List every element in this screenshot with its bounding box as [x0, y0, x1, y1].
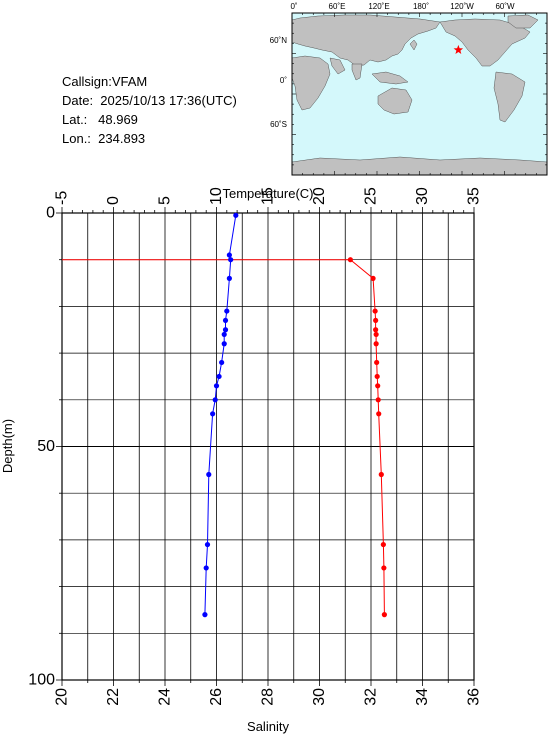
salinity-point — [213, 383, 220, 389]
temperature-point — [375, 383, 381, 389]
longitude-label: Lon.: — [62, 131, 91, 146]
temperature-point — [373, 327, 379, 333]
temperature-tick-label: 10 — [208, 187, 225, 205]
salinity-point — [221, 341, 227, 347]
temperature-point — [372, 308, 378, 314]
salinity-point — [216, 373, 222, 380]
salinity-point — [221, 331, 227, 338]
callsign: Callsign:VFAM — [62, 74, 148, 89]
salinity-tick-labels: 20 22 24 26 28 30 32 34 36 — [54, 688, 483, 706]
map-longitude-label: 180˚ — [413, 2, 429, 11]
temperature-point — [373, 341, 379, 347]
salinity-tick-label: 26 — [208, 688, 225, 706]
temperature-point — [374, 359, 380, 366]
star-icon — [453, 44, 464, 54]
latitude-value: 48.969 — [98, 112, 138, 127]
temperature-point — [381, 612, 387, 618]
map-longitude-labels: 0˚ 60˚E 120˚E 180˚ 120˚W 60˚W — [290, 2, 515, 11]
salinity-point — [226, 252, 232, 258]
salinity-point — [202, 612, 208, 618]
salinity-point — [224, 308, 230, 314]
latitude-label: Lat.: — [62, 112, 88, 127]
latitude: Lat.: 48.969 — [62, 110, 237, 129]
temperature-series-line — [62, 259, 385, 615]
temperature-point — [373, 317, 379, 324]
axis-ticks — [56, 207, 475, 686]
depth-axis-label: Depth(m) — [0, 419, 15, 473]
temperature-point — [376, 411, 382, 417]
temperature-tick-label: 0 — [105, 196, 122, 205]
salinity-tick-label: 32 — [363, 688, 380, 706]
map-longitude-label: 60˚W — [495, 2, 515, 11]
temperature-point — [378, 471, 384, 478]
temperature-tick-label: 30 — [414, 187, 431, 205]
depth-tick-label: 0 — [46, 205, 55, 222]
salinity-point — [228, 257, 234, 263]
temperature-tick-label: 15 — [260, 187, 277, 205]
world-map: 0˚ 60˚E 120˚E 180˚ 120˚W 60˚W 60˚N 0˚ 60˚S — [270, 2, 548, 176]
station-info: Callsign:VFAM Date: 2025/10/13 17:36(UTC… — [62, 72, 237, 148]
temperature-tick-label: 5 — [157, 196, 174, 205]
temperature-point — [374, 373, 380, 380]
map-longitude-label: 120˚E — [368, 2, 389, 11]
salinity-point — [226, 275, 232, 281]
longitude-value: 234.893 — [98, 131, 146, 146]
longitude: Lon.: 234.893 — [62, 129, 237, 148]
temperature-point — [380, 541, 386, 548]
temperature-tick-label: 20 — [311, 187, 328, 205]
salinity-point — [204, 541, 211, 548]
salinity-point — [219, 359, 225, 366]
salinity-point — [210, 411, 216, 417]
depth-tick-label: 100 — [28, 672, 55, 689]
salinity-axis-label: Salinity — [247, 719, 289, 734]
temperature-point — [375, 397, 381, 403]
map-latitude-labels: 60˚N 0˚ 60˚S — [270, 36, 288, 129]
salinity-tick-label: 34 — [414, 688, 431, 706]
map-latitude-label: 60˚N — [270, 36, 288, 45]
salinity-tick-label: 24 — [157, 688, 174, 706]
salinity-tick-label: 20 — [54, 688, 71, 706]
temperature-point — [347, 257, 353, 263]
temperature-series-points — [347, 257, 387, 618]
temperature-point — [370, 275, 376, 281]
salinity-tick-label: 36 — [466, 688, 483, 706]
map-latitude-label: 60˚S — [270, 120, 287, 129]
map-longitude-label: 60˚E — [329, 2, 346, 11]
salinity-point — [222, 317, 229, 324]
temperature-point — [381, 565, 387, 571]
salinity-point — [233, 212, 239, 218]
observation-date: Date: 2025/10/13 17:36(UTC) — [62, 93, 237, 108]
salinity-point — [203, 565, 209, 571]
map-latitude-label: 0˚ — [280, 76, 287, 85]
salinity-point — [206, 471, 212, 478]
temperature-tick-label: 35 — [466, 187, 483, 205]
depth-tick-labels: 0 50 100 — [28, 205, 55, 689]
map-frame-ticks — [291, 12, 548, 176]
salinity-point — [222, 327, 229, 333]
depth-tick-label: 50 — [37, 438, 55, 455]
salinity-tick-label: 30 — [311, 688, 328, 706]
temperature-tick-label: -5 — [54, 191, 71, 205]
map-longitude-label: 0˚ — [290, 2, 297, 11]
salinity-series-line — [204, 215, 237, 615]
temperature-axis-label: Temperature(C) — [222, 186, 313, 201]
salinity-series-points — [202, 212, 239, 618]
chart-grid — [62, 213, 474, 680]
temperature-tick-labels: -5 0 5 10 15 20 25 30 35 — [54, 187, 483, 205]
temperature-tick-label: 25 — [363, 187, 380, 205]
salinity-tick-label: 22 — [105, 688, 122, 706]
map-longitude-label: 120˚W — [450, 2, 474, 11]
salinity-tick-label: 28 — [260, 688, 277, 706]
salinity-point — [212, 397, 218, 403]
map-land — [291, 14, 548, 176]
temperature-point — [373, 331, 379, 338]
